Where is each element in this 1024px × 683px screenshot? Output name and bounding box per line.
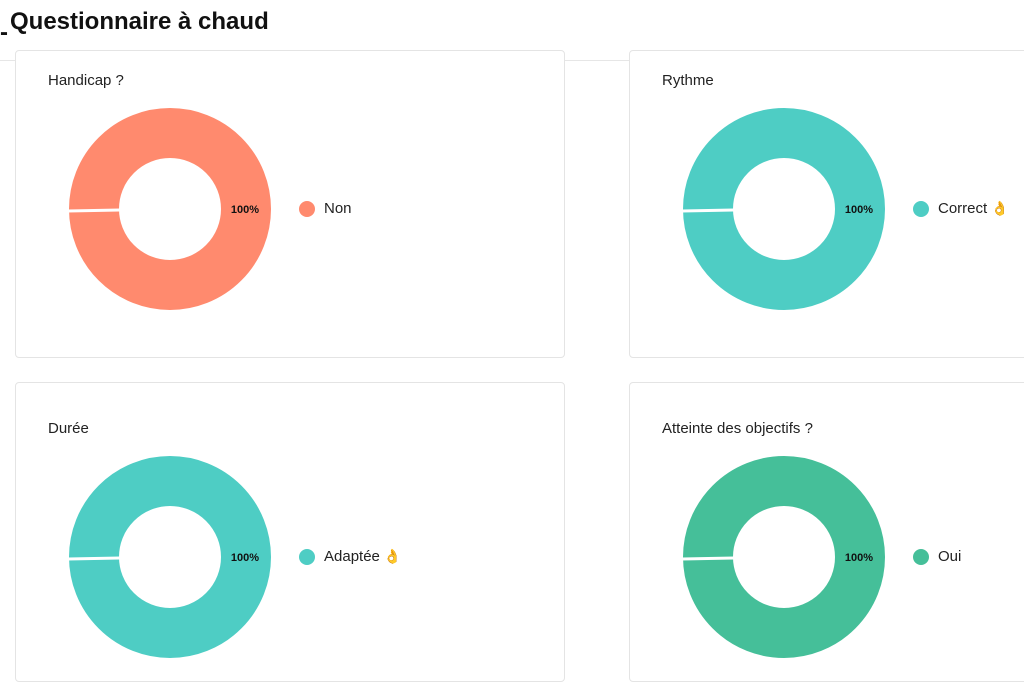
- chart-legend[interactable]: Correct 👌: [913, 200, 1009, 217]
- data-label: 100%: [845, 204, 873, 216]
- slice-separator: [67, 556, 121, 561]
- chart-legend[interactable]: Oui: [913, 548, 961, 565]
- ok-hand-icon: 👌: [383, 548, 402, 564]
- donut-slice-non[interactable]: [69, 108, 271, 310]
- legend-marker: [913, 200, 929, 217]
- donut-chart: 100%: [67, 108, 271, 310]
- data-label: 100%: [845, 552, 873, 564]
- chart-title: Rythme: [662, 72, 714, 89]
- donut-slice-oui[interactable]: [683, 456, 885, 658]
- chart-card-rythme: Rythme 100% Correct 👌: [629, 50, 1024, 358]
- legend-label: Oui: [938, 548, 962, 565]
- header-dash: -: [0, 19, 8, 46]
- page-title: Questionnaire à chaud: [10, 8, 269, 35]
- donut-slice-correct[interactable]: [683, 108, 885, 310]
- donut-slice-adaptée[interactable]: [69, 456, 271, 658]
- chart-card-duree: Durée 100% Adaptée 👌: [15, 382, 565, 682]
- slice-separator: [681, 556, 735, 561]
- legend-label: Correct: [938, 200, 988, 217]
- ok-hand-icon: 👌: [991, 200, 1009, 216]
- legend-label: Adaptée: [324, 548, 380, 565]
- chart-title: Durée: [48, 420, 89, 437]
- donut-chart: 100%: [681, 456, 885, 658]
- chart-legend[interactable]: Non: [299, 200, 352, 217]
- legend-marker: [913, 548, 929, 565]
- donut-chart: 100%: [681, 108, 885, 310]
- legend-label: Non: [324, 200, 352, 217]
- chart-legend[interactable]: Adaptée 👌: [299, 548, 401, 565]
- donut-chart: 100%: [67, 456, 271, 658]
- chart-card-objectifs: Atteinte des objectifs ? 100% Oui: [629, 382, 1024, 682]
- data-label: 100%: [231, 552, 259, 564]
- chart-card-handicap: Handicap ? 100% Non: [15, 50, 565, 358]
- chart-title: Handicap ?: [48, 72, 124, 89]
- slice-separator: [67, 208, 121, 213]
- legend-marker: [299, 548, 315, 565]
- slice-separator: [681, 208, 735, 213]
- legend-marker: [299, 200, 315, 217]
- chart-title: Atteinte des objectifs ?: [662, 420, 813, 437]
- data-label: 100%: [231, 204, 259, 216]
